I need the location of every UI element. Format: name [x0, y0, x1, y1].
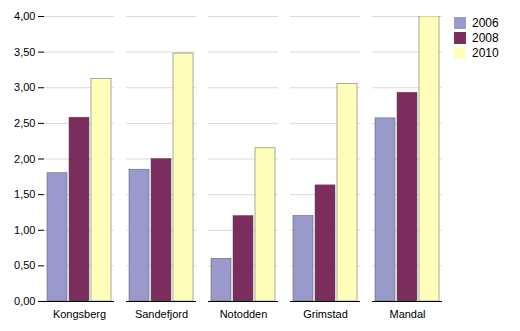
svg-text:Grimstad: Grimstad	[303, 308, 348, 320]
svg-text:Mandal: Mandal	[389, 308, 425, 320]
html-text:2010: 2010	[472, 46, 499, 60]
svg-text:1,50: 1,50	[14, 188, 35, 200]
svg-text:Notodden: Notodden	[220, 308, 268, 320]
svg-text:4,00: 4,00	[14, 10, 35, 22]
svg-text:3,00: 3,00	[14, 81, 35, 93]
html-text:2006: 2006	[472, 16, 499, 30]
html-text:2008: 2008	[472, 31, 499, 45]
svg-text:2,00: 2,00	[14, 153, 35, 165]
svg-text:3,50: 3,50	[14, 46, 35, 58]
svg-text:Sandefjord: Sandefjord	[135, 308, 188, 320]
svg-text:Kongsberg: Kongsberg	[53, 308, 106, 320]
svg-text:1,00: 1,00	[14, 224, 35, 236]
svg-text:0,00: 0,00	[14, 295, 35, 307]
svg-text:2,50: 2,50	[14, 117, 35, 129]
svg-text:0,50: 0,50	[14, 259, 35, 271]
